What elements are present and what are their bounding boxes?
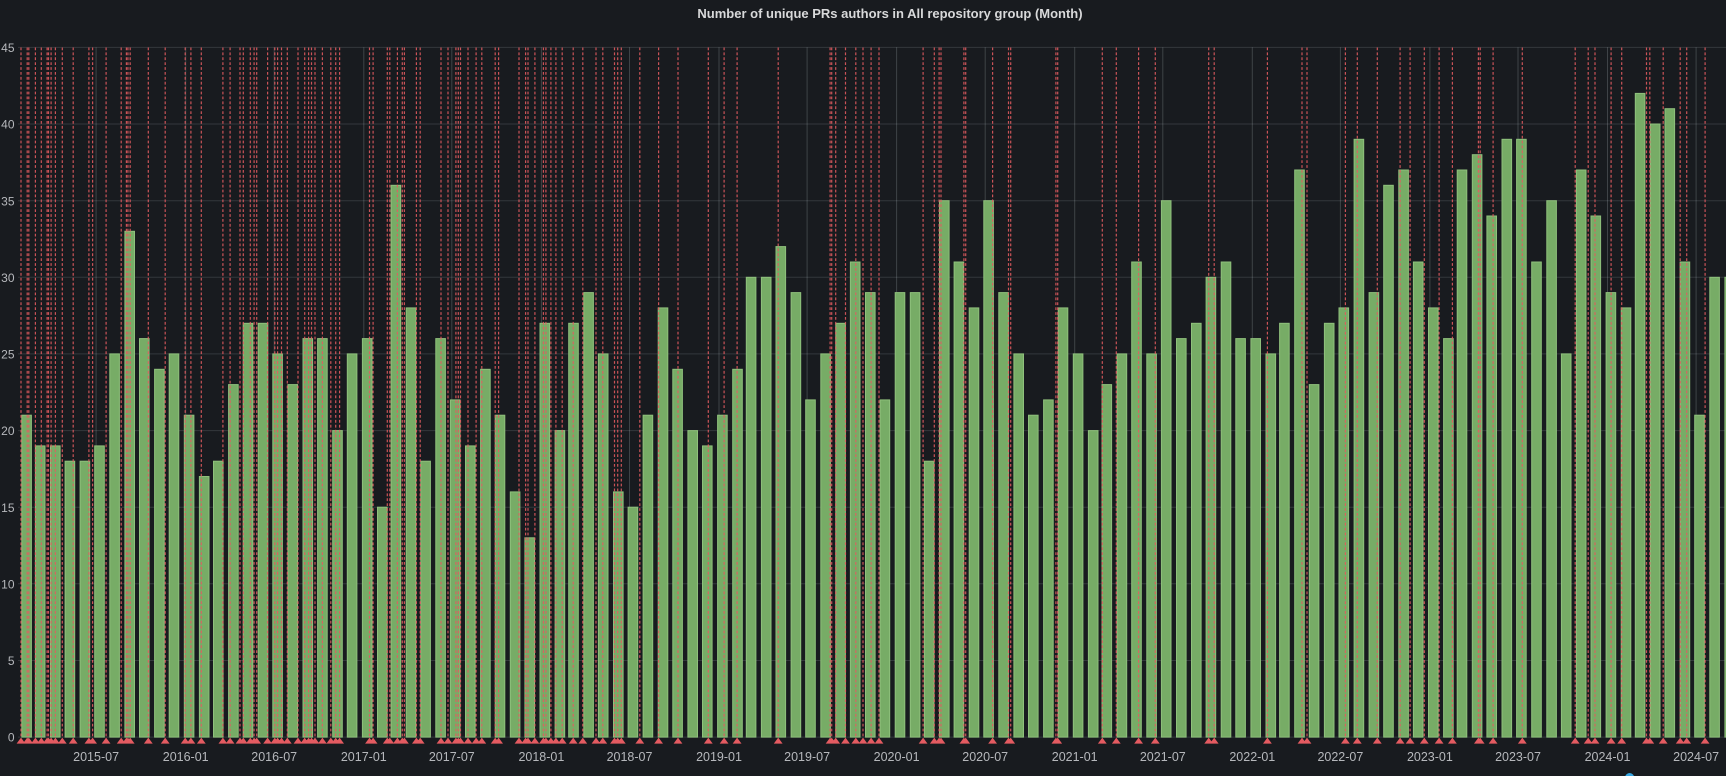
svg-text:5: 5 xyxy=(8,654,15,668)
svg-text:2019-01: 2019-01 xyxy=(696,750,742,764)
svg-text:2020-01: 2020-01 xyxy=(874,750,920,764)
svg-text:2015-07: 2015-07 xyxy=(73,750,119,764)
svg-text:2018-01: 2018-01 xyxy=(518,750,564,764)
svg-text:45: 45 xyxy=(1,41,15,55)
svg-text:40: 40 xyxy=(1,118,15,132)
svg-text:15: 15 xyxy=(1,501,15,515)
svg-text:30: 30 xyxy=(1,271,15,285)
svg-text:35: 35 xyxy=(1,194,15,208)
svg-text:20: 20 xyxy=(1,424,15,438)
svg-text:2021-01: 2021-01 xyxy=(1052,750,1098,764)
svg-text:2017-07: 2017-07 xyxy=(429,750,475,764)
svg-text:2016-07: 2016-07 xyxy=(251,750,297,764)
svg-text:Number of unique PRs authors i: Number of unique PRs authors in All repo… xyxy=(697,6,1082,21)
svg-text:2016-01: 2016-01 xyxy=(163,750,209,764)
svg-text:2021-07: 2021-07 xyxy=(1140,750,1186,764)
svg-text:2023-01: 2023-01 xyxy=(1407,750,1453,764)
svg-text:2018-07: 2018-07 xyxy=(607,750,653,764)
svg-text:0: 0 xyxy=(8,731,15,745)
svg-text:2022-07: 2022-07 xyxy=(1317,750,1363,764)
svg-text:2024-07: 2024-07 xyxy=(1673,750,1719,764)
svg-text:10: 10 xyxy=(1,577,15,591)
svg-text:2022-01: 2022-01 xyxy=(1229,750,1275,764)
svg-text:2020-07: 2020-07 xyxy=(962,750,1008,764)
svg-text:2019-07: 2019-07 xyxy=(784,750,830,764)
svg-text:2023-07: 2023-07 xyxy=(1495,750,1541,764)
svg-text:2017-01: 2017-01 xyxy=(341,750,387,764)
svg-text:2024-01: 2024-01 xyxy=(1585,750,1631,764)
svg-text:25: 25 xyxy=(1,348,15,362)
